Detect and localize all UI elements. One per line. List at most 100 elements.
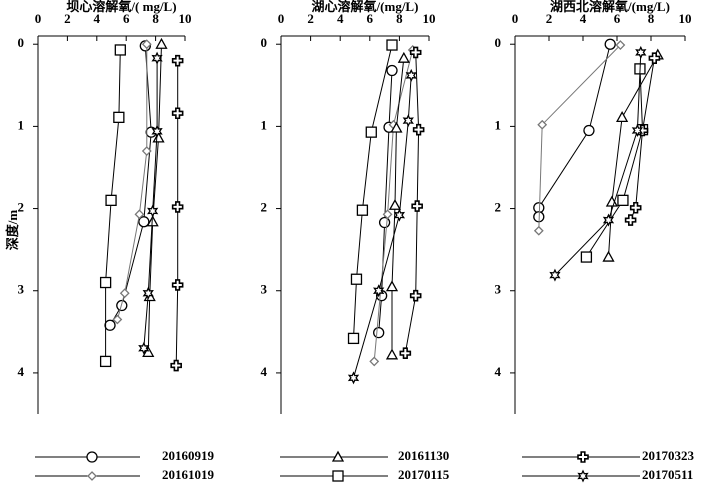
marker	[151, 124, 163, 138]
marker	[385, 280, 399, 292]
marker	[99, 355, 112, 368]
series-line	[554, 52, 642, 276]
marker	[171, 279, 184, 291]
marker	[604, 38, 616, 50]
marker	[171, 54, 184, 67]
marker	[399, 347, 412, 359]
marker	[171, 107, 184, 120]
marker	[365, 126, 377, 138]
marker	[138, 341, 150, 355]
panel-title: 坝心溶解氧/( mg/L)	[66, 0, 176, 14]
marker	[373, 326, 385, 339]
marker	[151, 51, 163, 65]
marker	[397, 51, 410, 63]
marker	[411, 200, 423, 212]
marker	[580, 251, 593, 263]
legend-marker	[331, 450, 345, 462]
marker	[369, 356, 380, 367]
y-tick-label: 2	[18, 200, 25, 215]
legend-label: 20170115	[398, 467, 450, 482]
marker	[104, 319, 116, 331]
panel-title: 湖心溶解氧/(mg/L)	[312, 0, 419, 14]
x-tick-label: 0	[35, 11, 42, 26]
y-tick-label: 3	[18, 282, 25, 297]
x-tick-label: 10	[179, 11, 192, 26]
y-axis-label: 深度/m	[5, 210, 20, 251]
marker	[141, 146, 152, 156]
x-tick-label: 4	[580, 11, 587, 26]
y-tick-label: 1	[261, 117, 268, 132]
legend-label: 20161130	[398, 448, 449, 463]
marker	[602, 250, 615, 262]
marker	[402, 114, 414, 128]
x-tick-label: 2	[546, 11, 553, 26]
marker	[119, 288, 130, 299]
marker	[385, 348, 399, 360]
y-tick-label: 2	[495, 200, 502, 215]
marker	[112, 314, 123, 325]
marker	[155, 37, 168, 49]
marker	[393, 208, 406, 222]
marker	[624, 214, 637, 226]
y-tick-label: 0	[495, 35, 502, 50]
marker	[114, 44, 126, 56]
marker	[378, 216, 391, 229]
marker	[583, 124, 595, 137]
series-line	[585, 68, 644, 258]
legend-marker	[577, 451, 589, 463]
marker	[138, 216, 150, 228]
marker	[412, 123, 425, 136]
y-tick-label: 1	[495, 117, 502, 132]
marker	[373, 284, 385, 298]
marker	[629, 201, 642, 214]
marker	[105, 194, 117, 206]
marker	[549, 268, 561, 282]
marker	[533, 225, 544, 236]
x-tick-label: 10	[423, 11, 436, 26]
marker	[537, 119, 548, 130]
marker	[615, 111, 629, 123]
y-tick-label: 3	[495, 282, 502, 297]
marker	[113, 111, 125, 124]
y-tick-label: 4	[261, 364, 268, 379]
marker	[615, 40, 626, 50]
marker	[648, 52, 661, 64]
marker	[405, 68, 417, 82]
marker	[388, 198, 402, 210]
y-tick-label: 4	[18, 364, 25, 379]
x-tick-label: 4	[337, 11, 344, 26]
x-tick-label: 2	[307, 11, 314, 26]
marker	[386, 64, 398, 77]
series-line	[538, 44, 611, 217]
legend-label: 20170323	[642, 448, 695, 463]
marker	[347, 371, 360, 385]
legend-marker	[577, 469, 589, 483]
marker	[152, 131, 165, 143]
x-tick-label: 8	[152, 11, 159, 26]
y-tick-label: 0	[18, 35, 25, 50]
marker	[142, 346, 155, 358]
marker	[347, 332, 360, 345]
x-tick-label: 6	[123, 11, 130, 26]
x-tick-label: 10	[679, 11, 692, 26]
marker	[171, 201, 184, 213]
x-tick-label: 8	[648, 11, 655, 26]
y-tick-label: 0	[261, 35, 268, 50]
legend-marker	[87, 471, 97, 481]
marker	[602, 213, 615, 227]
marker	[631, 123, 644, 138]
marker	[142, 286, 154, 300]
x-tick-label: 4	[94, 11, 101, 26]
marker	[382, 209, 393, 220]
series-line	[147, 44, 162, 353]
legend-marker	[332, 470, 344, 482]
x-tick-label: 6	[614, 11, 621, 26]
marker	[635, 45, 647, 59]
marker	[617, 194, 629, 206]
panel-title: 湖西北溶解氧/(mg/L)	[550, 0, 670, 14]
x-tick-label: 0	[512, 11, 519, 26]
marker	[146, 215, 159, 227]
legend-marker	[86, 451, 98, 463]
marker	[134, 209, 145, 220]
